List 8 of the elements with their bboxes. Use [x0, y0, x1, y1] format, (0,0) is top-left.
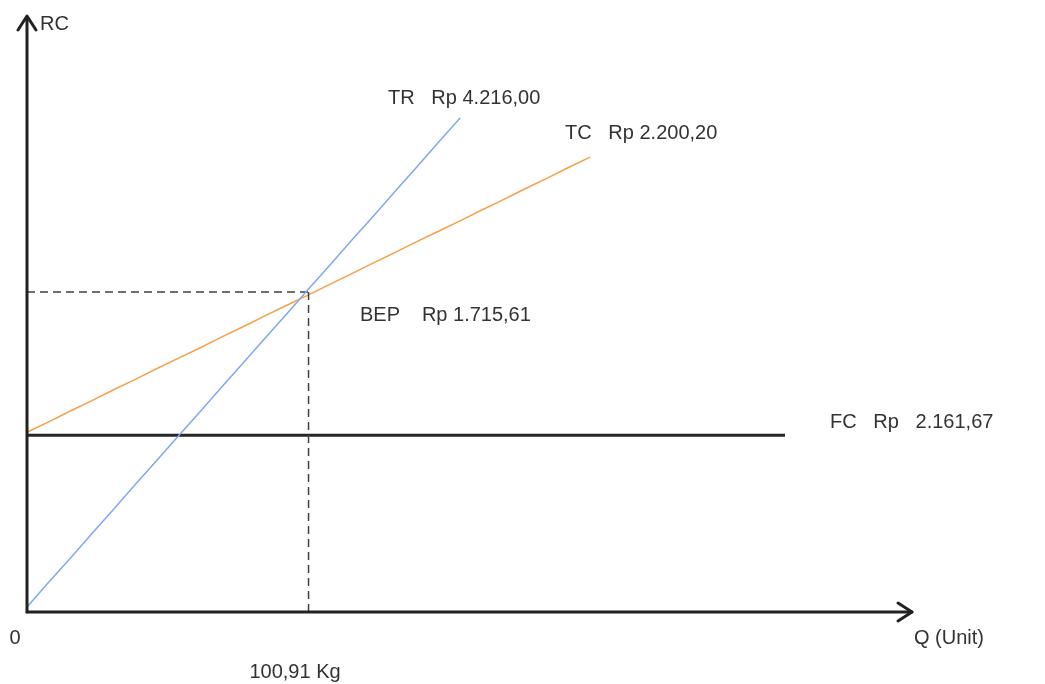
y-axis-title: RC — [40, 11, 69, 34]
text: 100,91 Kg — [249, 659, 341, 682]
annotation: BEP Rp 1.715,61 — [360, 302, 531, 325]
text: Q (Unit) — [914, 625, 984, 648]
text: TR Rp 4.216,00 — [388, 85, 541, 108]
text: 0 — [9, 625, 21, 648]
text: FC Rp 2.161,67 — [830, 409, 994, 432]
annotation: TC Rp 2.200,20 — [565, 120, 718, 143]
